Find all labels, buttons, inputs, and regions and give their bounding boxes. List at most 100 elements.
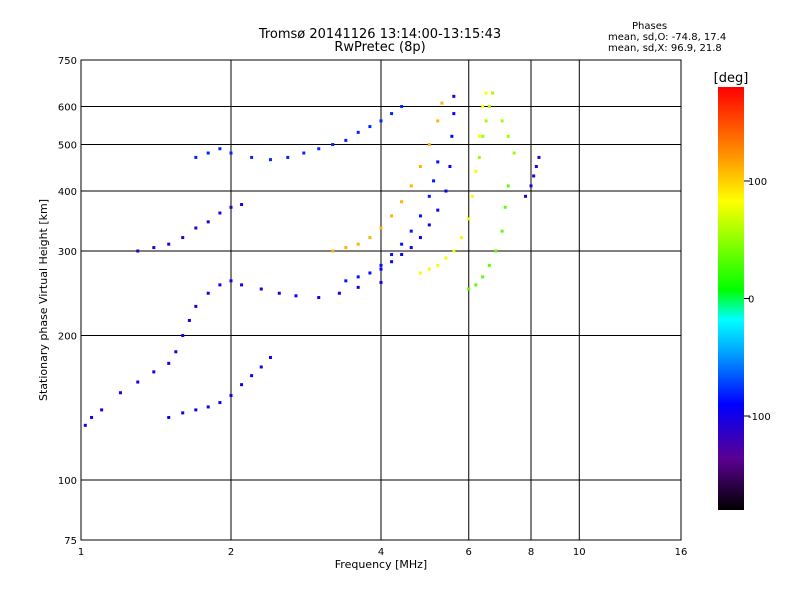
data-point bbox=[194, 304, 198, 308]
colorbar-tick-label: 100 bbox=[748, 177, 767, 188]
data-point bbox=[194, 155, 198, 159]
x-tick-label: 10 bbox=[573, 547, 586, 558]
data-point bbox=[152, 246, 156, 250]
data-point bbox=[379, 267, 383, 271]
x-tick-label: 4 bbox=[378, 547, 384, 558]
data-point bbox=[379, 263, 383, 267]
data-point bbox=[487, 105, 491, 109]
colorbar-ticks: 100 0 -100 bbox=[744, 177, 771, 423]
data-point bbox=[500, 229, 504, 233]
data-point bbox=[512, 151, 516, 155]
data-point bbox=[218, 401, 222, 405]
data-point bbox=[481, 105, 485, 109]
data-point bbox=[427, 223, 431, 227]
data-point bbox=[534, 164, 538, 168]
data-point bbox=[368, 271, 372, 275]
y-tick-label: 600 bbox=[58, 103, 77, 114]
data-point bbox=[503, 205, 507, 209]
data-point bbox=[524, 194, 528, 198]
colorbar-label: [deg] bbox=[714, 71, 749, 86]
data-point bbox=[440, 101, 444, 105]
colorbar bbox=[718, 87, 744, 510]
x-axis-ticks: 1 2 4 6 8 10 16 bbox=[78, 547, 688, 558]
data-point bbox=[167, 415, 171, 419]
data-point bbox=[268, 158, 272, 162]
data-point bbox=[174, 350, 178, 354]
data-point bbox=[418, 236, 422, 240]
x-tick-label: 6 bbox=[466, 547, 472, 558]
y-tick-label: 100 bbox=[58, 476, 77, 487]
data-point bbox=[344, 138, 348, 142]
data-point bbox=[167, 242, 171, 246]
y-axis-ticks: 75 100 200 300 400 500 600 750 bbox=[58, 56, 77, 547]
data-point bbox=[277, 291, 281, 295]
data-point bbox=[218, 211, 222, 215]
phase-stats-o: mean, sd,O: -74.8, 17.4 bbox=[608, 32, 727, 43]
y-axis-label: Stationary phase Virtual Height [km] bbox=[37, 199, 50, 401]
data-point bbox=[286, 155, 290, 159]
data-point bbox=[436, 208, 440, 212]
data-point bbox=[259, 365, 263, 369]
data-point bbox=[206, 291, 210, 295]
data-point bbox=[83, 423, 87, 427]
data-point bbox=[459, 236, 463, 240]
data-point bbox=[444, 256, 448, 260]
y-tick-label: 300 bbox=[58, 247, 77, 258]
data-point bbox=[532, 174, 536, 178]
data-point bbox=[356, 242, 360, 246]
y-tick-label: 200 bbox=[58, 332, 77, 343]
data-point bbox=[152, 370, 156, 374]
data-point bbox=[390, 260, 394, 264]
data-point bbox=[467, 287, 471, 291]
data-point bbox=[259, 287, 263, 291]
data-point bbox=[229, 205, 233, 209]
data-point bbox=[474, 169, 478, 173]
data-point bbox=[206, 405, 210, 409]
data-point bbox=[344, 279, 348, 283]
phase-stats-heading: Phases bbox=[632, 21, 668, 32]
data-point bbox=[474, 283, 478, 287]
grid-lines bbox=[81, 60, 681, 540]
data-point bbox=[250, 374, 254, 378]
data-point bbox=[181, 236, 185, 240]
data-point bbox=[240, 283, 244, 287]
data-point bbox=[491, 91, 495, 95]
phase-stats-x: mean, sd,X: 96.9, 21.8 bbox=[608, 43, 722, 54]
data-point bbox=[484, 91, 488, 95]
data-point bbox=[379, 280, 383, 284]
data-point bbox=[250, 155, 254, 159]
x-axis-label: Frequency [MHz] bbox=[335, 558, 427, 571]
data-point bbox=[500, 119, 504, 123]
data-point bbox=[470, 194, 474, 198]
data-point bbox=[448, 164, 452, 168]
colorbar-tick-label: -100 bbox=[748, 412, 771, 423]
data-point bbox=[477, 134, 481, 138]
data-point bbox=[390, 214, 394, 218]
data-point bbox=[481, 275, 485, 279]
data-point bbox=[302, 151, 306, 155]
data-point bbox=[194, 408, 198, 412]
y-tick-label: 75 bbox=[64, 536, 77, 547]
data-point bbox=[187, 318, 191, 322]
data-point bbox=[436, 263, 440, 267]
data-point bbox=[427, 143, 431, 147]
y-tick-label: 500 bbox=[58, 141, 77, 152]
data-point bbox=[229, 151, 233, 155]
data-point bbox=[181, 334, 185, 338]
data-point bbox=[452, 112, 456, 116]
data-point bbox=[436, 119, 440, 123]
chart-title: Tromsø 20141126 13:14:00-13:15:43 bbox=[258, 27, 502, 42]
data-point bbox=[409, 184, 413, 188]
data-point bbox=[100, 408, 104, 412]
data-point bbox=[484, 119, 488, 123]
data-point bbox=[90, 415, 94, 419]
data-point bbox=[390, 253, 394, 257]
data-point bbox=[229, 279, 233, 283]
colorbar-tick-label: 0 bbox=[748, 295, 754, 306]
x-tick-label: 8 bbox=[528, 547, 534, 558]
data-point bbox=[432, 179, 436, 183]
y-tick-label: 400 bbox=[58, 187, 77, 198]
data-point bbox=[427, 194, 431, 198]
x-tick-label: 1 bbox=[78, 547, 84, 558]
data-point bbox=[136, 380, 140, 384]
